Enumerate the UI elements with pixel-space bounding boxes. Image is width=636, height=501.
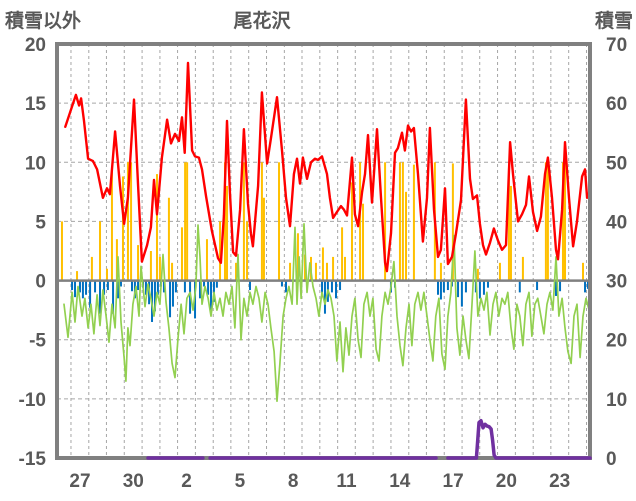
left-tick-label: 0	[35, 272, 46, 293]
left-tick-label: -10	[19, 390, 46, 411]
left-tick-label: 5	[35, 212, 46, 233]
x-tick-label: 20	[496, 471, 517, 492]
x-tick-label: 23	[549, 471, 570, 492]
right-axis-title: 積雪	[594, 11, 633, 32]
left-tick-label: -5	[29, 331, 46, 352]
x-tick-label: 5	[235, 471, 246, 492]
purple-line-series	[146, 418, 592, 460]
x-tick-label: 27	[69, 471, 90, 492]
series-layer	[57, 61, 591, 403]
left-axis-title: 積雪以外	[5, 11, 82, 32]
right-tick-label: 40	[606, 212, 627, 233]
green-line-series	[63, 222, 590, 403]
orange-bar-series	[60, 162, 585, 281]
x-tick-label: 11	[336, 471, 357, 492]
x-tick-label: 2	[181, 471, 192, 492]
right-tick-label: 60	[606, 94, 627, 115]
x-axis-tick-labels: 27 30 2 5 8 11 14 17 20 23	[69, 471, 570, 492]
x-tick-label: 30	[123, 471, 144, 492]
x-tick-label: 14	[389, 471, 411, 492]
right-tick-label: 30	[606, 272, 627, 293]
right-tick-label: 70	[606, 35, 627, 56]
red-line-series	[64, 61, 591, 273]
x-tick-label: 17	[443, 471, 464, 492]
right-axis-tick-labels: 70 60 50 40 30 20 10 0	[606, 35, 627, 470]
left-axis-tick-labels: 20 15 10 5 0 -5 -10 -15	[19, 35, 47, 470]
right-tick-label: 0	[606, 449, 617, 470]
right-tick-label: 10	[606, 390, 627, 411]
left-tick-label: 15	[25, 94, 47, 115]
right-tick-label: 20	[606, 331, 627, 352]
chart-title: 尾花沢	[233, 11, 291, 32]
left-tick-label: 10	[25, 153, 46, 174]
left-tick-label: 20	[25, 35, 46, 56]
left-tick-label: -15	[19, 449, 47, 470]
x-tick-label: 8	[288, 471, 299, 492]
right-tick-label: 50	[606, 153, 627, 174]
